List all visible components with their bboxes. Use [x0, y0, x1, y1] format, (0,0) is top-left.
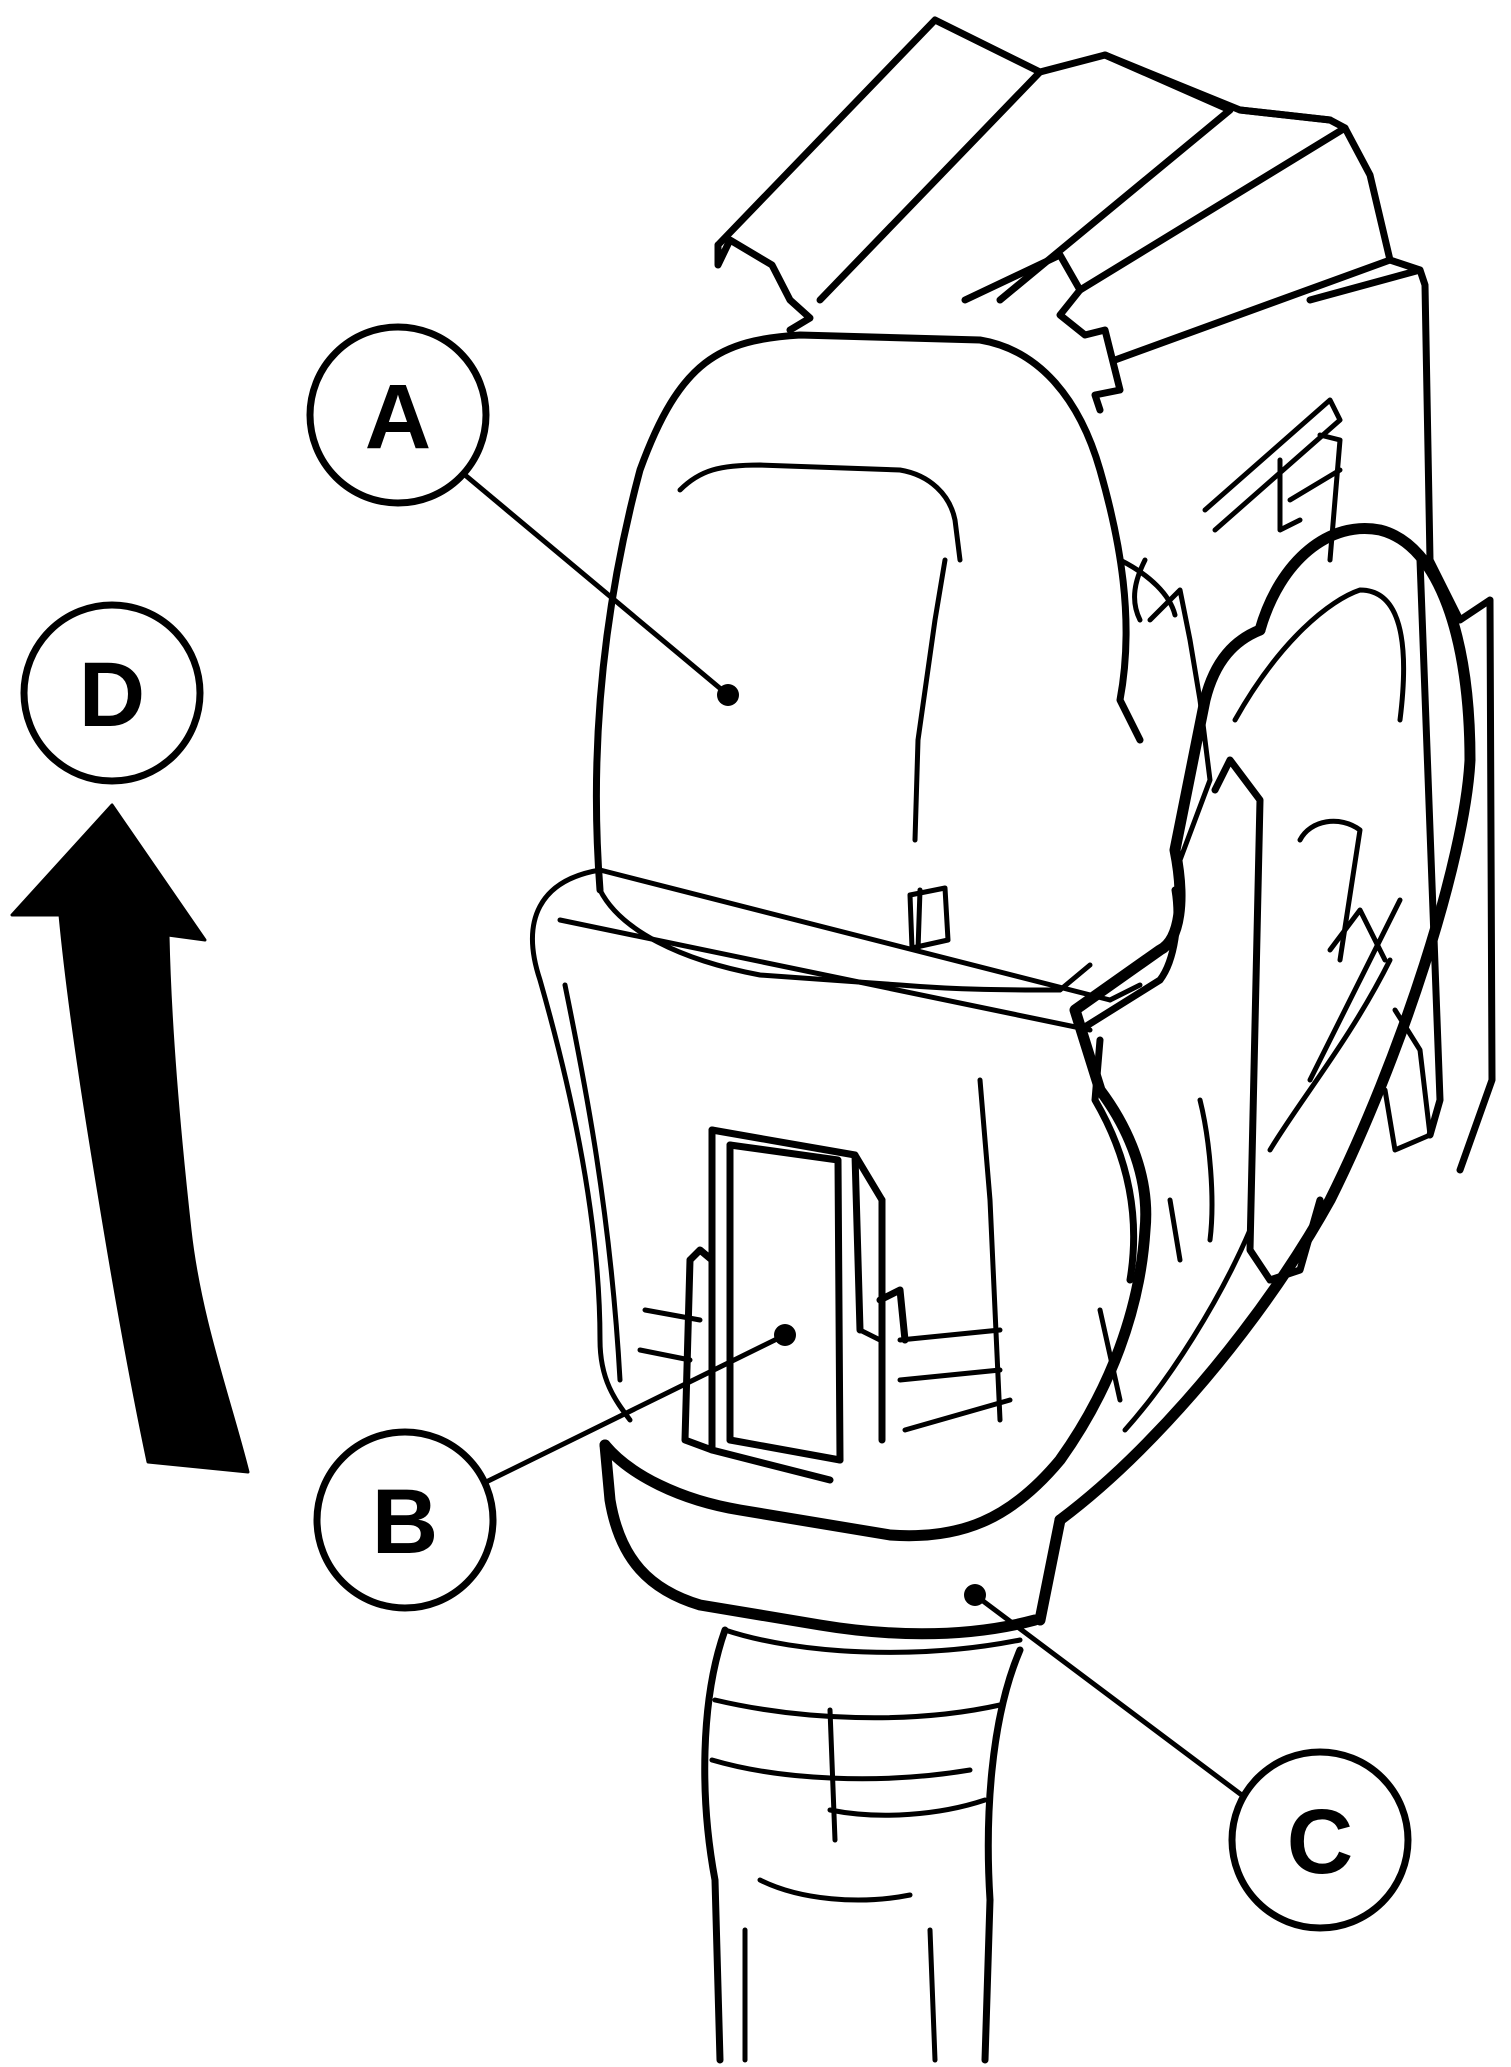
direction-arrow-D	[10, 803, 250, 1474]
callout-D: D	[20, 601, 204, 785]
callout-A: A	[306, 323, 739, 706]
locking-tab-B	[637, 1077, 1013, 1484]
callout-C: C	[964, 1584, 1412, 1932]
callout-B-dot	[774, 1324, 796, 1346]
callout-B-label: B	[372, 1471, 438, 1573]
lever-C	[599, 523, 1476, 1640]
lock-frame	[530, 867, 1143, 1423]
callout-A-dot	[717, 684, 739, 706]
callout-D-label: D	[79, 644, 145, 746]
rear-connector-housing	[714, 16, 1496, 1174]
callout-C-dot	[964, 1584, 986, 1606]
callout-A-label: A	[365, 366, 431, 468]
callout-C-label: C	[1287, 1791, 1353, 1893]
callout-B: B	[313, 1324, 796, 1612]
connector-body-A	[592, 331, 1203, 993]
wire-harness	[701, 1626, 1024, 2064]
